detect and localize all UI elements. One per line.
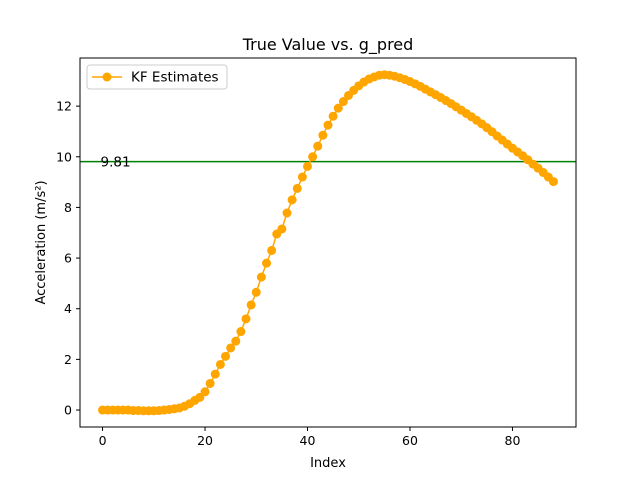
y-tick-label: 8	[64, 200, 72, 215]
x-tick-label: 0	[99, 433, 107, 448]
data-point	[297, 172, 307, 182]
data-point	[221, 351, 231, 361]
x-axis-label: Index	[310, 456, 346, 471]
data-point	[277, 224, 287, 234]
axes-frame	[79, 57, 577, 428]
x-tick-label: 60	[402, 433, 418, 448]
reference-line-label: 9.81	[101, 155, 131, 171]
data-point	[210, 369, 220, 379]
data-point	[246, 300, 256, 310]
y-tick-label: 2	[64, 352, 72, 367]
x-axis-ticks: 0 20 40 60 80	[99, 427, 521, 448]
data-point	[205, 378, 215, 388]
data-point	[338, 97, 348, 107]
data-point	[328, 111, 338, 121]
plot-area: 9.81	[79, 57, 577, 428]
y-tick-label: 0	[64, 403, 72, 418]
data-point	[292, 183, 302, 193]
data-point	[308, 152, 318, 162]
data-point	[236, 327, 246, 337]
data-point	[333, 103, 343, 113]
data-point	[318, 130, 328, 140]
legend-label: KF Estimates	[131, 70, 219, 86]
reference-layer: 9.81	[80, 155, 576, 171]
data-point	[313, 141, 323, 151]
x-tick-label: 40	[300, 433, 316, 448]
data-point	[200, 387, 210, 397]
legend: KF Estimates	[86, 64, 228, 90]
data-point	[215, 359, 225, 369]
series-layer	[98, 70, 558, 416]
y-tick-label: 12	[56, 99, 72, 114]
data-point	[282, 208, 292, 218]
y-axis-ticks: 0 2 4 6 8 10 12	[56, 99, 80, 418]
legend-box	[86, 64, 228, 90]
data-point	[262, 258, 272, 268]
y-tick-label: 6	[64, 251, 72, 266]
data-point	[287, 195, 297, 205]
y-tick-label: 4	[64, 301, 72, 316]
data-point	[323, 120, 333, 130]
data-point	[303, 161, 313, 171]
y-tick-label: 10	[56, 149, 72, 164]
y-axis-label: Acceleration (m/s²)	[34, 180, 49, 304]
data-point	[267, 245, 277, 255]
data-point	[251, 287, 261, 297]
legend-marker-swatch	[102, 72, 112, 82]
data-point	[231, 336, 241, 346]
x-tick-label: 80	[505, 433, 521, 448]
data-point	[241, 314, 251, 324]
data-point	[256, 272, 266, 282]
data-point	[548, 177, 558, 187]
chart-title: True Value vs. g_pred	[242, 35, 414, 55]
data-point	[226, 343, 236, 353]
x-tick-label: 20	[197, 433, 213, 448]
